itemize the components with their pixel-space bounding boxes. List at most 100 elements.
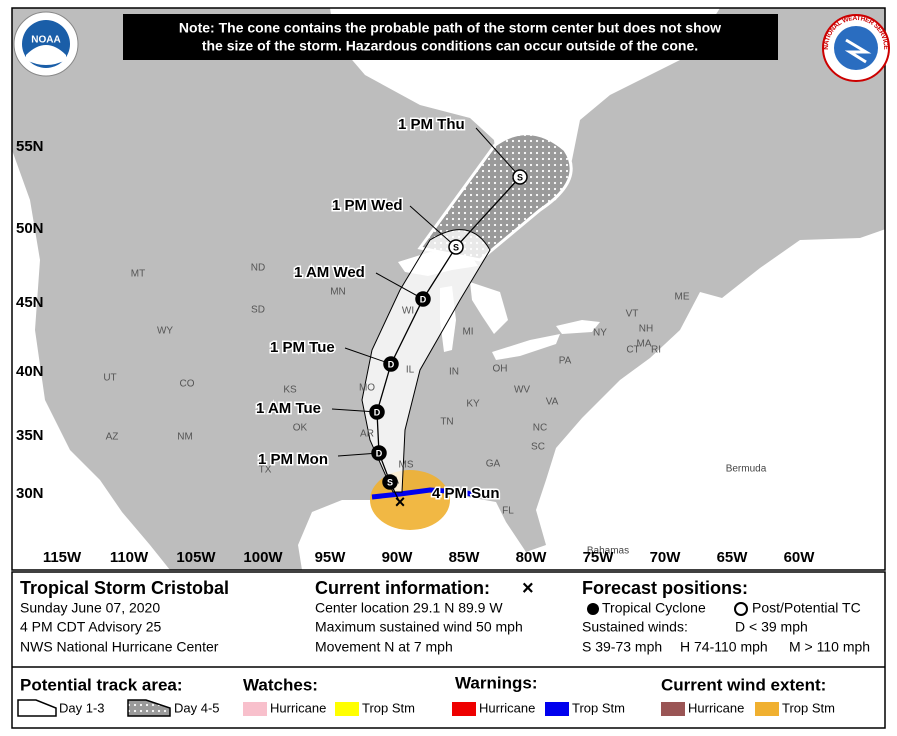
legend-text: Trop Stm — [362, 700, 415, 715]
state-label: OK — [293, 423, 308, 434]
swatch-wind-trop-stm — [755, 702, 779, 716]
legend-title: Potential track area: — [20, 675, 183, 694]
forecast-time-label: 1 PM Tue — [270, 339, 335, 356]
forecast-point — [371, 445, 387, 461]
state-label: FL — [502, 506, 514, 517]
latitude-label: 50N — [16, 220, 44, 237]
state-label: NC — [533, 423, 547, 434]
longitude-label: 100W — [243, 549, 283, 566]
forecast-symbol: D — [388, 359, 395, 369]
swatch-day-1-3 — [17, 699, 57, 717]
latitude-label: 35N — [16, 427, 44, 444]
legend-title: Watches: — [243, 675, 318, 694]
label-leader — [409, 205, 457, 248]
state-label: MO — [359, 383, 375, 394]
forecast-time-label: 1 AM Tue — [256, 400, 321, 417]
forecast-point — [448, 239, 464, 255]
forecast-title: Forecast positions: — [582, 578, 748, 598]
state-label: TX — [259, 465, 272, 476]
info-text: Sunday June 07, 2020 — [20, 600, 160, 616]
note-box — [123, 14, 778, 60]
legend-text: Day 1-3 — [59, 700, 105, 715]
longitude-label: 85W — [449, 549, 481, 566]
state-label: VA — [546, 397, 559, 408]
legend-title: Current wind extent: — [661, 675, 826, 694]
state-label: MA — [637, 339, 652, 350]
cone-day-4-5 — [417, 132, 573, 262]
legend-text: Trop Stm — [572, 700, 625, 715]
place-label: Bermuda — [726, 464, 767, 475]
forecast-symbol: S — [517, 172, 523, 182]
state-label: ME — [675, 292, 690, 303]
legend-title: Warnings: — [455, 673, 537, 692]
longitude-label: 105W — [176, 549, 216, 566]
lake-erie — [492, 334, 560, 360]
forecast-symbol: D — [376, 448, 383, 458]
state-label: IN — [449, 367, 459, 378]
label-leader — [344, 347, 392, 365]
state-label: AR — [360, 429, 374, 440]
ptc-symbol — [734, 602, 748, 616]
info-text: S 39-73 mph — [582, 639, 662, 655]
latitude-label: 45N — [16, 294, 44, 311]
legend-text: Hurricane — [479, 700, 535, 715]
longitude-label: 115W — [43, 549, 82, 566]
info-text: D < 39 mph — [735, 619, 808, 635]
state-label: NH — [639, 324, 653, 335]
state-label: CO — [180, 379, 195, 390]
info-text: Movement N at 7 mph — [315, 639, 453, 655]
forecast-point — [383, 356, 399, 372]
info-text: Center location 29.1 N 89.9 W — [315, 600, 503, 616]
storm-name: Tropical Storm Cristobal — [20, 578, 229, 598]
legend-text: Trop Stm — [782, 700, 835, 715]
state-label: RI — [651, 345, 661, 356]
info-text: H 74-110 mph — [680, 639, 768, 655]
state-label: AZ — [106, 432, 119, 443]
swatch-day-4-5 — [127, 699, 171, 717]
swatch-warning-hurricane — [452, 702, 476, 716]
info-text: 4 PM CDT Advisory 25 — [20, 619, 162, 635]
state-label: IL — [406, 365, 415, 376]
state-label: NY — [593, 328, 607, 339]
atlantic-gulf — [298, 229, 885, 570]
state-label: MS — [399, 460, 414, 471]
current-symbol: × — [522, 577, 534, 599]
state-label: ND — [251, 263, 265, 274]
info-text: M > 110 mph — [789, 639, 870, 655]
state-label: MN — [330, 287, 346, 298]
swatch-wind-hurricane — [661, 702, 685, 716]
info-text: Tropical Cyclone — [602, 600, 706, 616]
info-text: NWS National Hurricane Center — [20, 639, 219, 655]
state-label: SD — [251, 305, 265, 316]
state-label: VT — [626, 309, 639, 320]
forecast-point — [415, 291, 431, 307]
forecast-point — [512, 169, 528, 185]
trop-stm-warning — [371, 487, 481, 500]
label-leader — [475, 127, 521, 178]
longitude-label: 70W — [650, 549, 682, 566]
label-leader — [375, 272, 424, 300]
tc-symbol — [587, 603, 599, 615]
forecast-symbol: D — [420, 294, 427, 304]
forecast-symbol: D — [374, 407, 381, 417]
legend-text: Hurricane — [270, 700, 326, 715]
state-label: UT — [103, 373, 116, 384]
longitude-label: 95W — [315, 549, 347, 566]
forecast-point — [382, 474, 398, 490]
info-text: Maximum sustained wind 50 mph — [315, 619, 523, 635]
note-line: the size of the storm. Hazardous conditi… — [202, 38, 698, 54]
longitude-label: 110W — [110, 549, 149, 566]
forecast-time-label: 1 PM Wed — [332, 197, 403, 214]
state-label: KS — [283, 385, 297, 396]
map-border — [11, 7, 886, 571]
longitude-label: 80W — [516, 549, 548, 566]
state-label: WI — [402, 306, 414, 317]
noaa-text: NOAA — [31, 35, 60, 46]
forecast-time-label: 4 PM Sun — [432, 485, 500, 502]
legend-text: Day 4-5 — [174, 700, 220, 715]
forecast-time-label: 1 AM Wed — [294, 264, 365, 281]
current-title: Current information: — [315, 578, 490, 598]
cone-day-1-3 — [361, 229, 491, 493]
